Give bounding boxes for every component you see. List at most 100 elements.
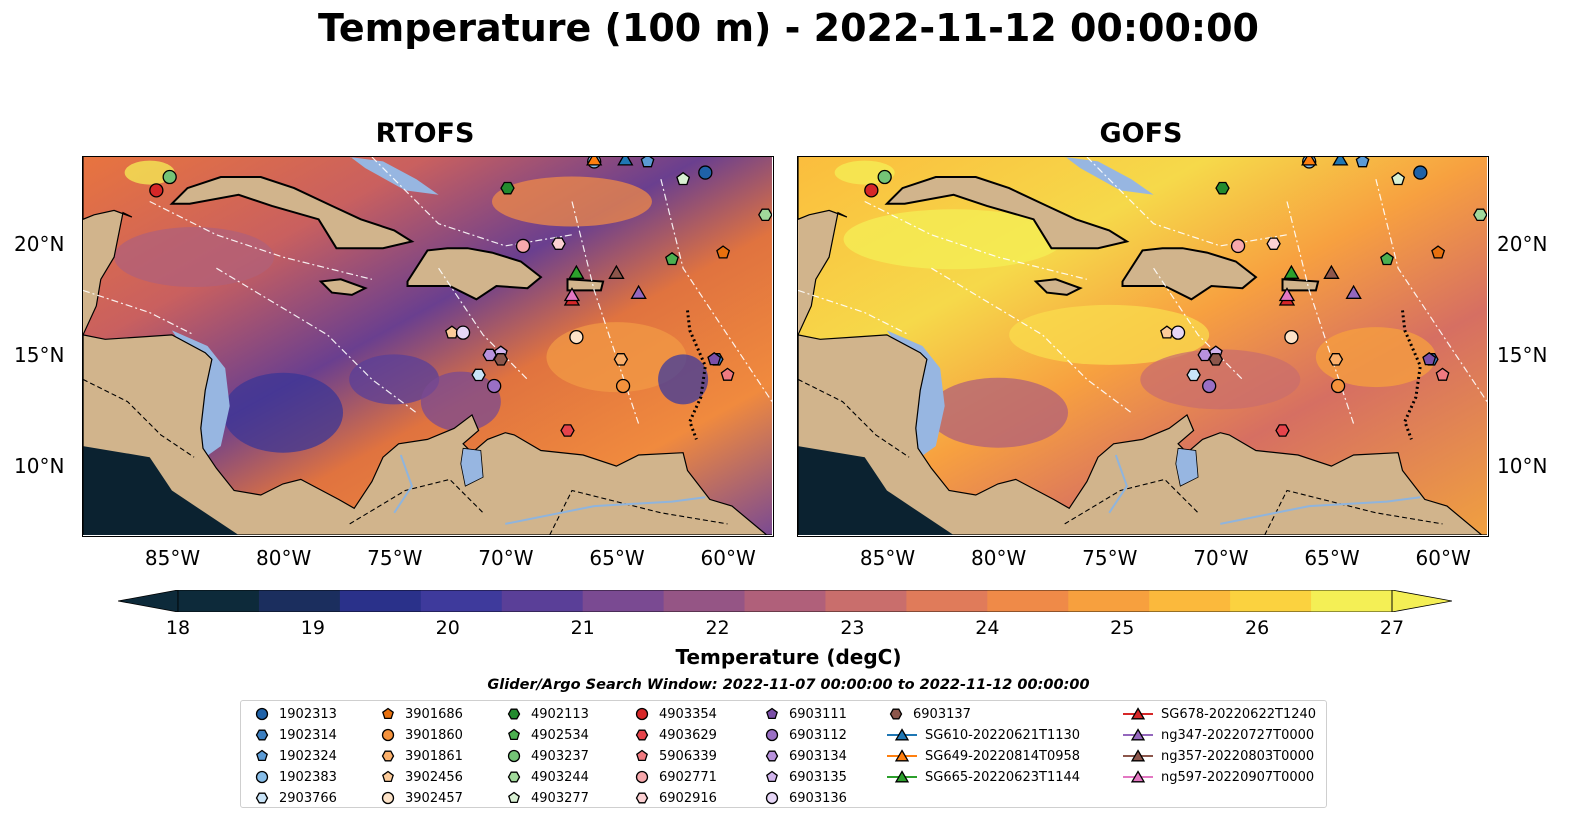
legend-marker — [766, 770, 778, 783]
legend-item: 4902113 — [505, 704, 589, 724]
legend-marker — [256, 749, 268, 762]
argo-float-6902771 — [1230, 238, 1246, 254]
legend-label: 3902456 — [405, 769, 463, 785]
legend-marker — [508, 728, 520, 741]
cuba-land — [169, 176, 415, 250]
glider-SG649-20220814T0958 — [586, 157, 603, 166]
legend-label: 3901686 — [405, 706, 463, 722]
river-1 — [1108, 454, 1129, 514]
legend-marker-icon — [766, 770, 778, 783]
legend-marker-icon — [381, 791, 395, 805]
colorbar-tick-label: 22 — [705, 617, 730, 639]
legend-label: 3902457 — [405, 790, 463, 806]
rtofs-map[interactable] — [82, 156, 774, 537]
legend-item: 6903137 — [887, 704, 971, 724]
glider-ng357-20220803T0000 — [1323, 264, 1340, 279]
glider-ng347-20220727T0000 — [630, 284, 647, 299]
legend-marker-icon — [635, 729, 649, 741]
glider-SG649-20220814T0958 — [1301, 157, 1318, 166]
legend-marker-icon — [887, 749, 917, 762]
hispaniola-land — [406, 247, 543, 301]
legend-marker-icon — [889, 708, 903, 720]
legend-marker-icon — [1123, 770, 1153, 783]
legend-marker-icon — [766, 707, 778, 720]
river-0 — [505, 496, 706, 525]
pacific-ocean-south — [83, 446, 239, 535]
eez-boundary-4 — [371, 157, 573, 247]
colorbar-max-extend — [1391, 590, 1452, 612]
legend-item: 1902313 — [253, 704, 337, 724]
legend-item: 1902314 — [253, 725, 337, 745]
legend-marker — [255, 770, 269, 784]
argo-float-6902916 — [1266, 237, 1281, 250]
legend-item: 4903244 — [505, 767, 589, 787]
jamaica-land — [1033, 278, 1083, 296]
legend-marker — [507, 771, 521, 783]
argo-float-4903629 — [560, 424, 575, 437]
bahamas-shelf — [349, 157, 439, 195]
legend-marker-icon — [765, 728, 779, 742]
legend-item: 4903354 — [633, 704, 717, 724]
legend-label: 4903277 — [531, 790, 589, 806]
argo-float-3901860 — [1330, 378, 1346, 394]
legend-label: 4903237 — [531, 748, 589, 764]
argo-float-6903134 — [1197, 348, 1212, 362]
yucatan-land — [83, 157, 133, 535]
legend-marker — [635, 729, 649, 741]
legend-marker-icon — [636, 749, 648, 762]
legend-marker — [1130, 728, 1146, 741]
legend-label: 6903134 — [789, 748, 847, 764]
colorbar-min-extend — [118, 590, 179, 612]
gofs-map[interactable] — [797, 156, 1489, 537]
jamaica-land — [318, 278, 368, 296]
legend-label: 4902534 — [531, 727, 589, 743]
argo-float-3901686 — [1431, 245, 1446, 259]
eez-boundary-5 — [660, 179, 772, 402]
legend-label: SG678-20220622T1240 — [1161, 706, 1317, 722]
legend-marker-icon — [635, 792, 649, 804]
argo-float-6903136 — [1170, 325, 1186, 340]
legend-marker — [255, 729, 269, 741]
glider-ng357-20220803T0000 — [608, 264, 625, 279]
legend-marker-icon — [382, 707, 394, 720]
figure-title: Temperature (100 m) - 2022-11-12 00:00:0… — [317, 6, 1259, 50]
colorbar-segment — [258, 590, 341, 612]
legend-marker — [507, 749, 521, 763]
legend-label: ng347-20220727T0000 — [1161, 727, 1315, 743]
argo-float-4903354 — [864, 183, 879, 198]
legend-marker — [894, 770, 910, 783]
argo-float-4902534 — [1380, 251, 1394, 266]
lesser-antilles — [686, 310, 707, 440]
argo-float-4903277 — [1391, 171, 1406, 186]
legend-label: 4903244 — [531, 769, 589, 785]
legend-marker — [894, 728, 910, 741]
argo-float-4903277 — [676, 171, 691, 186]
argo-float-6903134 — [482, 348, 497, 362]
lon-tick-label: 60°W — [1415, 546, 1471, 570]
legend-marker — [765, 750, 779, 762]
legend-item: 4903277 — [505, 788, 589, 808]
argo-float-6903112 — [487, 378, 502, 394]
legend-marker — [889, 708, 903, 720]
colorbar-segment — [339, 590, 422, 612]
panel-title-gofs: GOFS — [1099, 118, 1183, 149]
lake-maracaibo — [1175, 447, 1199, 487]
colorbar-segment — [744, 590, 826, 612]
lat-tick-label: 10°N — [1497, 454, 1548, 479]
hispaniola-land — [1121, 247, 1258, 301]
legend-item: SG610-20220621T1130 — [887, 725, 1080, 745]
colorbar-segment — [178, 590, 260, 612]
search-window-caption: Glider/Argo Search Window: 2022-11-07 00… — [487, 677, 1090, 693]
legend-label: 6902916 — [659, 790, 717, 806]
lon-tick-label: 65°W — [1304, 546, 1360, 570]
legend-item: SG649-20220814T0958 — [887, 746, 1080, 766]
legend-marker-icon — [765, 791, 779, 805]
south-central-america-land — [83, 334, 772, 535]
argo-float-6903112 — [1202, 378, 1217, 394]
argo-float-1902313 — [698, 165, 713, 180]
eez-boundary-6 — [798, 289, 910, 336]
argo-float-1902324 — [1355, 157, 1370, 168]
legend-item: 6903136 — [763, 788, 847, 808]
legend-item: ng347-20220727T0000 — [1123, 725, 1314, 745]
colorbar-segment — [582, 590, 665, 612]
